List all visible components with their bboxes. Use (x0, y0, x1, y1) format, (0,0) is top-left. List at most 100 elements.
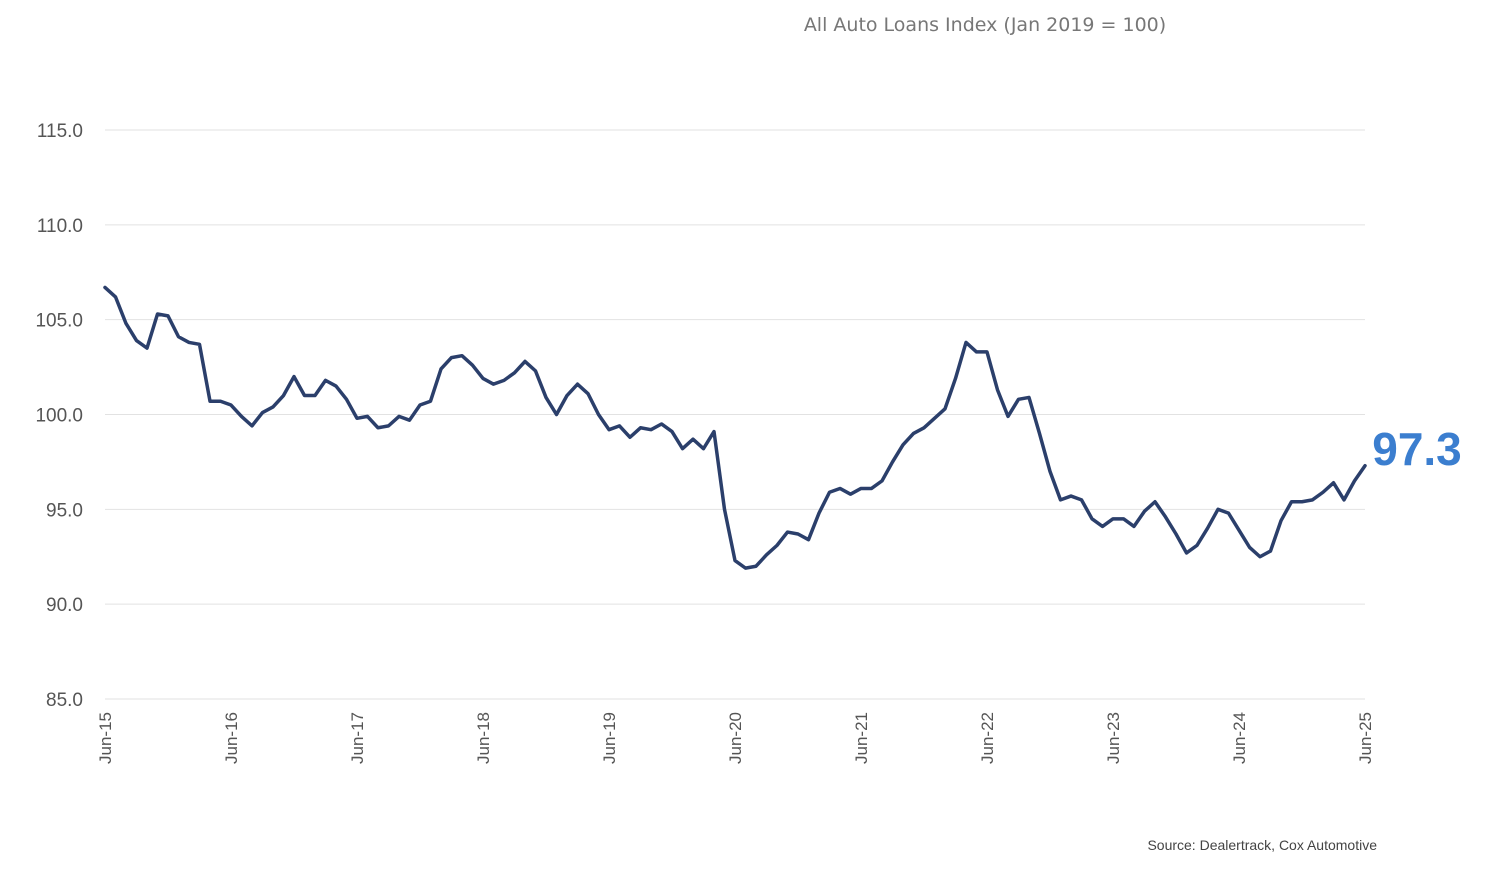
data-point (1122, 517, 1125, 520)
data-point (156, 312, 159, 315)
data-point (1300, 500, 1303, 503)
y-tick-label: 105.0 (35, 311, 83, 332)
data-point (303, 394, 306, 397)
data-point (565, 394, 568, 397)
data-point (292, 375, 295, 378)
x-tick-label: Jun-15 (96, 712, 115, 764)
data-point (114, 295, 117, 298)
data-point (975, 350, 978, 353)
data-point (366, 415, 369, 418)
data-point (460, 354, 463, 357)
data-point (933, 417, 936, 420)
data-point (282, 394, 285, 397)
x-tick-label: Jun-19 (600, 712, 619, 764)
data-point (177, 335, 180, 338)
data-point (765, 553, 768, 556)
x-tick-label: Jun-24 (1230, 712, 1249, 764)
y-tick-label: 85.0 (46, 690, 83, 711)
data-point (1143, 510, 1146, 513)
data-point (597, 413, 600, 416)
data-point (775, 544, 778, 547)
data-point (1111, 517, 1114, 520)
data-point (1258, 555, 1261, 558)
data-point (943, 407, 946, 410)
data-point (240, 415, 243, 418)
data-point (1080, 498, 1083, 501)
data-point (1185, 551, 1188, 554)
last-value-label: 97.3 (1372, 423, 1462, 475)
data-point (1332, 481, 1335, 484)
data-point (513, 371, 516, 374)
data-point (901, 443, 904, 446)
data-point (229, 403, 232, 406)
data-point (859, 487, 862, 490)
data-point (796, 532, 799, 535)
data-point (555, 413, 558, 416)
data-point (261, 411, 264, 414)
gridlines (105, 129, 1365, 700)
data-point (1059, 498, 1062, 501)
data-point (985, 350, 988, 353)
data-point (135, 339, 138, 342)
data-point (145, 347, 148, 350)
y-tick-label: 115.0 (37, 121, 83, 142)
data-point (607, 428, 610, 431)
data-point (1321, 491, 1324, 494)
data-point (1164, 515, 1167, 518)
data-point (1132, 525, 1135, 528)
data-point (754, 565, 757, 568)
data-point (1248, 546, 1251, 549)
data-point (1290, 500, 1293, 503)
data-point (1090, 517, 1093, 520)
data-point (1311, 498, 1314, 501)
data-point (1048, 470, 1051, 473)
plot-area (103, 285, 1367, 570)
data-point (691, 438, 694, 441)
data-point (880, 479, 883, 482)
data-point (639, 426, 642, 429)
data-point (1206, 527, 1209, 530)
data-point (313, 394, 316, 397)
data-point (471, 364, 474, 367)
data-point (429, 400, 432, 403)
x-axis: Jun-15 Jun-16 Jun-17 Jun-18 Jun-19 Jun-20 Jun-… (96, 712, 1375, 764)
data-point (649, 428, 652, 431)
data-point (1006, 415, 1009, 418)
data-point (103, 286, 106, 289)
data-point (586, 392, 589, 395)
data-point (1017, 398, 1020, 401)
data-point (1227, 512, 1230, 515)
series-line-all-auto-loans-index (103, 285, 1367, 570)
data-point (954, 377, 957, 380)
data-point (219, 400, 222, 403)
data-point (628, 436, 631, 439)
data-point (1195, 544, 1198, 547)
data-point (334, 384, 337, 387)
data-point (198, 343, 201, 346)
data-point (208, 400, 211, 403)
x-tick-label: Jun-17 (348, 712, 367, 764)
data-point (912, 432, 915, 435)
data-point (723, 508, 726, 511)
data-point (702, 447, 705, 450)
data-point (964, 341, 967, 344)
data-point (817, 512, 820, 515)
data-point (418, 403, 421, 406)
data-point (1353, 479, 1356, 482)
x-tick-label: Jun-21 (852, 712, 871, 764)
data-point (1342, 498, 1345, 501)
x-tick-label: Jun-25 (1356, 712, 1375, 764)
data-point (733, 559, 736, 562)
x-tick-label: Jun-22 (978, 712, 997, 764)
data-point (1153, 500, 1156, 503)
data-point (450, 356, 453, 359)
y-tick-label: 100.0 (35, 406, 83, 427)
x-tick-label: Jun-18 (474, 712, 493, 764)
data-point (250, 424, 253, 427)
data-point (828, 491, 831, 494)
y-tick-label: 90.0 (46, 595, 83, 616)
data-point (376, 426, 379, 429)
chart-title: All Auto Loans Index (Jan 2019 = 100) (804, 14, 1166, 36)
y-tick-label: 95.0 (46, 500, 83, 521)
data-point (408, 419, 411, 422)
